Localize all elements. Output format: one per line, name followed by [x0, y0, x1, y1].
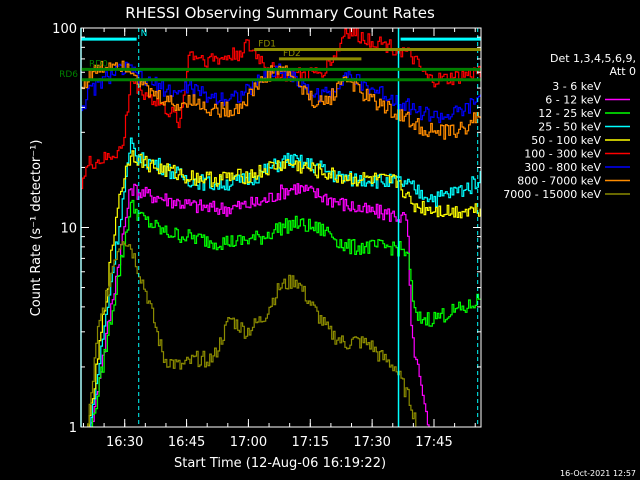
series-layer: [81, 28, 481, 427]
legend-label-4: 50 - 100 keV: [531, 134, 601, 147]
x-tick-label-5: 17:45: [415, 435, 452, 450]
series-0: [103, 259, 407, 427]
x-tick-label-2: 17:00: [230, 435, 267, 450]
x-tick-label-4: 17:30: [353, 435, 390, 450]
generation-timestamp: 16-Oct-2021 12:57: [560, 469, 636, 478]
legend-label-6: 300 - 800 keV: [524, 161, 601, 174]
x-tick-label-1: 16:45: [168, 435, 205, 450]
y-tick-label-1: 10: [60, 222, 77, 237]
series-7: [81, 60, 481, 140]
x-tick-label-3: 17:15: [292, 435, 329, 450]
legend-label-7: 800 - 7000 keV: [517, 175, 601, 188]
series-5: [81, 28, 481, 190]
legend-label-8: 7000 - 15000 keV: [503, 188, 601, 201]
legend-label-3: 25 - 50 keV: [538, 121, 601, 134]
series-8: [87, 241, 417, 427]
y-tick-label-2: 100: [52, 22, 77, 37]
legend-header-0: Det 1,3,4,5,6,9,: [550, 52, 636, 65]
legend-label-5: 100 - 300 keV: [524, 148, 601, 161]
x-tick-label-0: 16:30: [106, 435, 143, 450]
x-axis-label: Start Time (12-Aug-06 16:19:22): [174, 456, 386, 471]
series-1: [90, 183, 430, 427]
y-axis-label: Count Rate (s⁻¹ detector⁻¹): [29, 140, 44, 317]
flag-label-2: FD1: [258, 40, 276, 50]
legend-label-2: 12 - 25 keV: [538, 107, 601, 120]
chart-title: RHESSI Observing Summary Count Rates: [125, 4, 435, 22]
y-tick-label-0: 1: [69, 421, 77, 436]
series-4: [88, 150, 481, 427]
series-2: [91, 199, 481, 427]
flag-label-5: RD6: [59, 70, 78, 80]
flag-label-0: N: [141, 29, 148, 39]
axis-layer: 16:30 16:45 17:00 17:15 17:30 17:45 1 10 100: [52, 22, 481, 450]
legend-header-1: Att 0: [610, 65, 636, 78]
flag-label-4: RD0: [89, 59, 108, 69]
flag-label-3: FD2: [283, 49, 301, 59]
legend-label-1: 6 - 12 keV: [545, 94, 601, 107]
legend-label-0: 3 - 6 keV: [552, 80, 601, 93]
